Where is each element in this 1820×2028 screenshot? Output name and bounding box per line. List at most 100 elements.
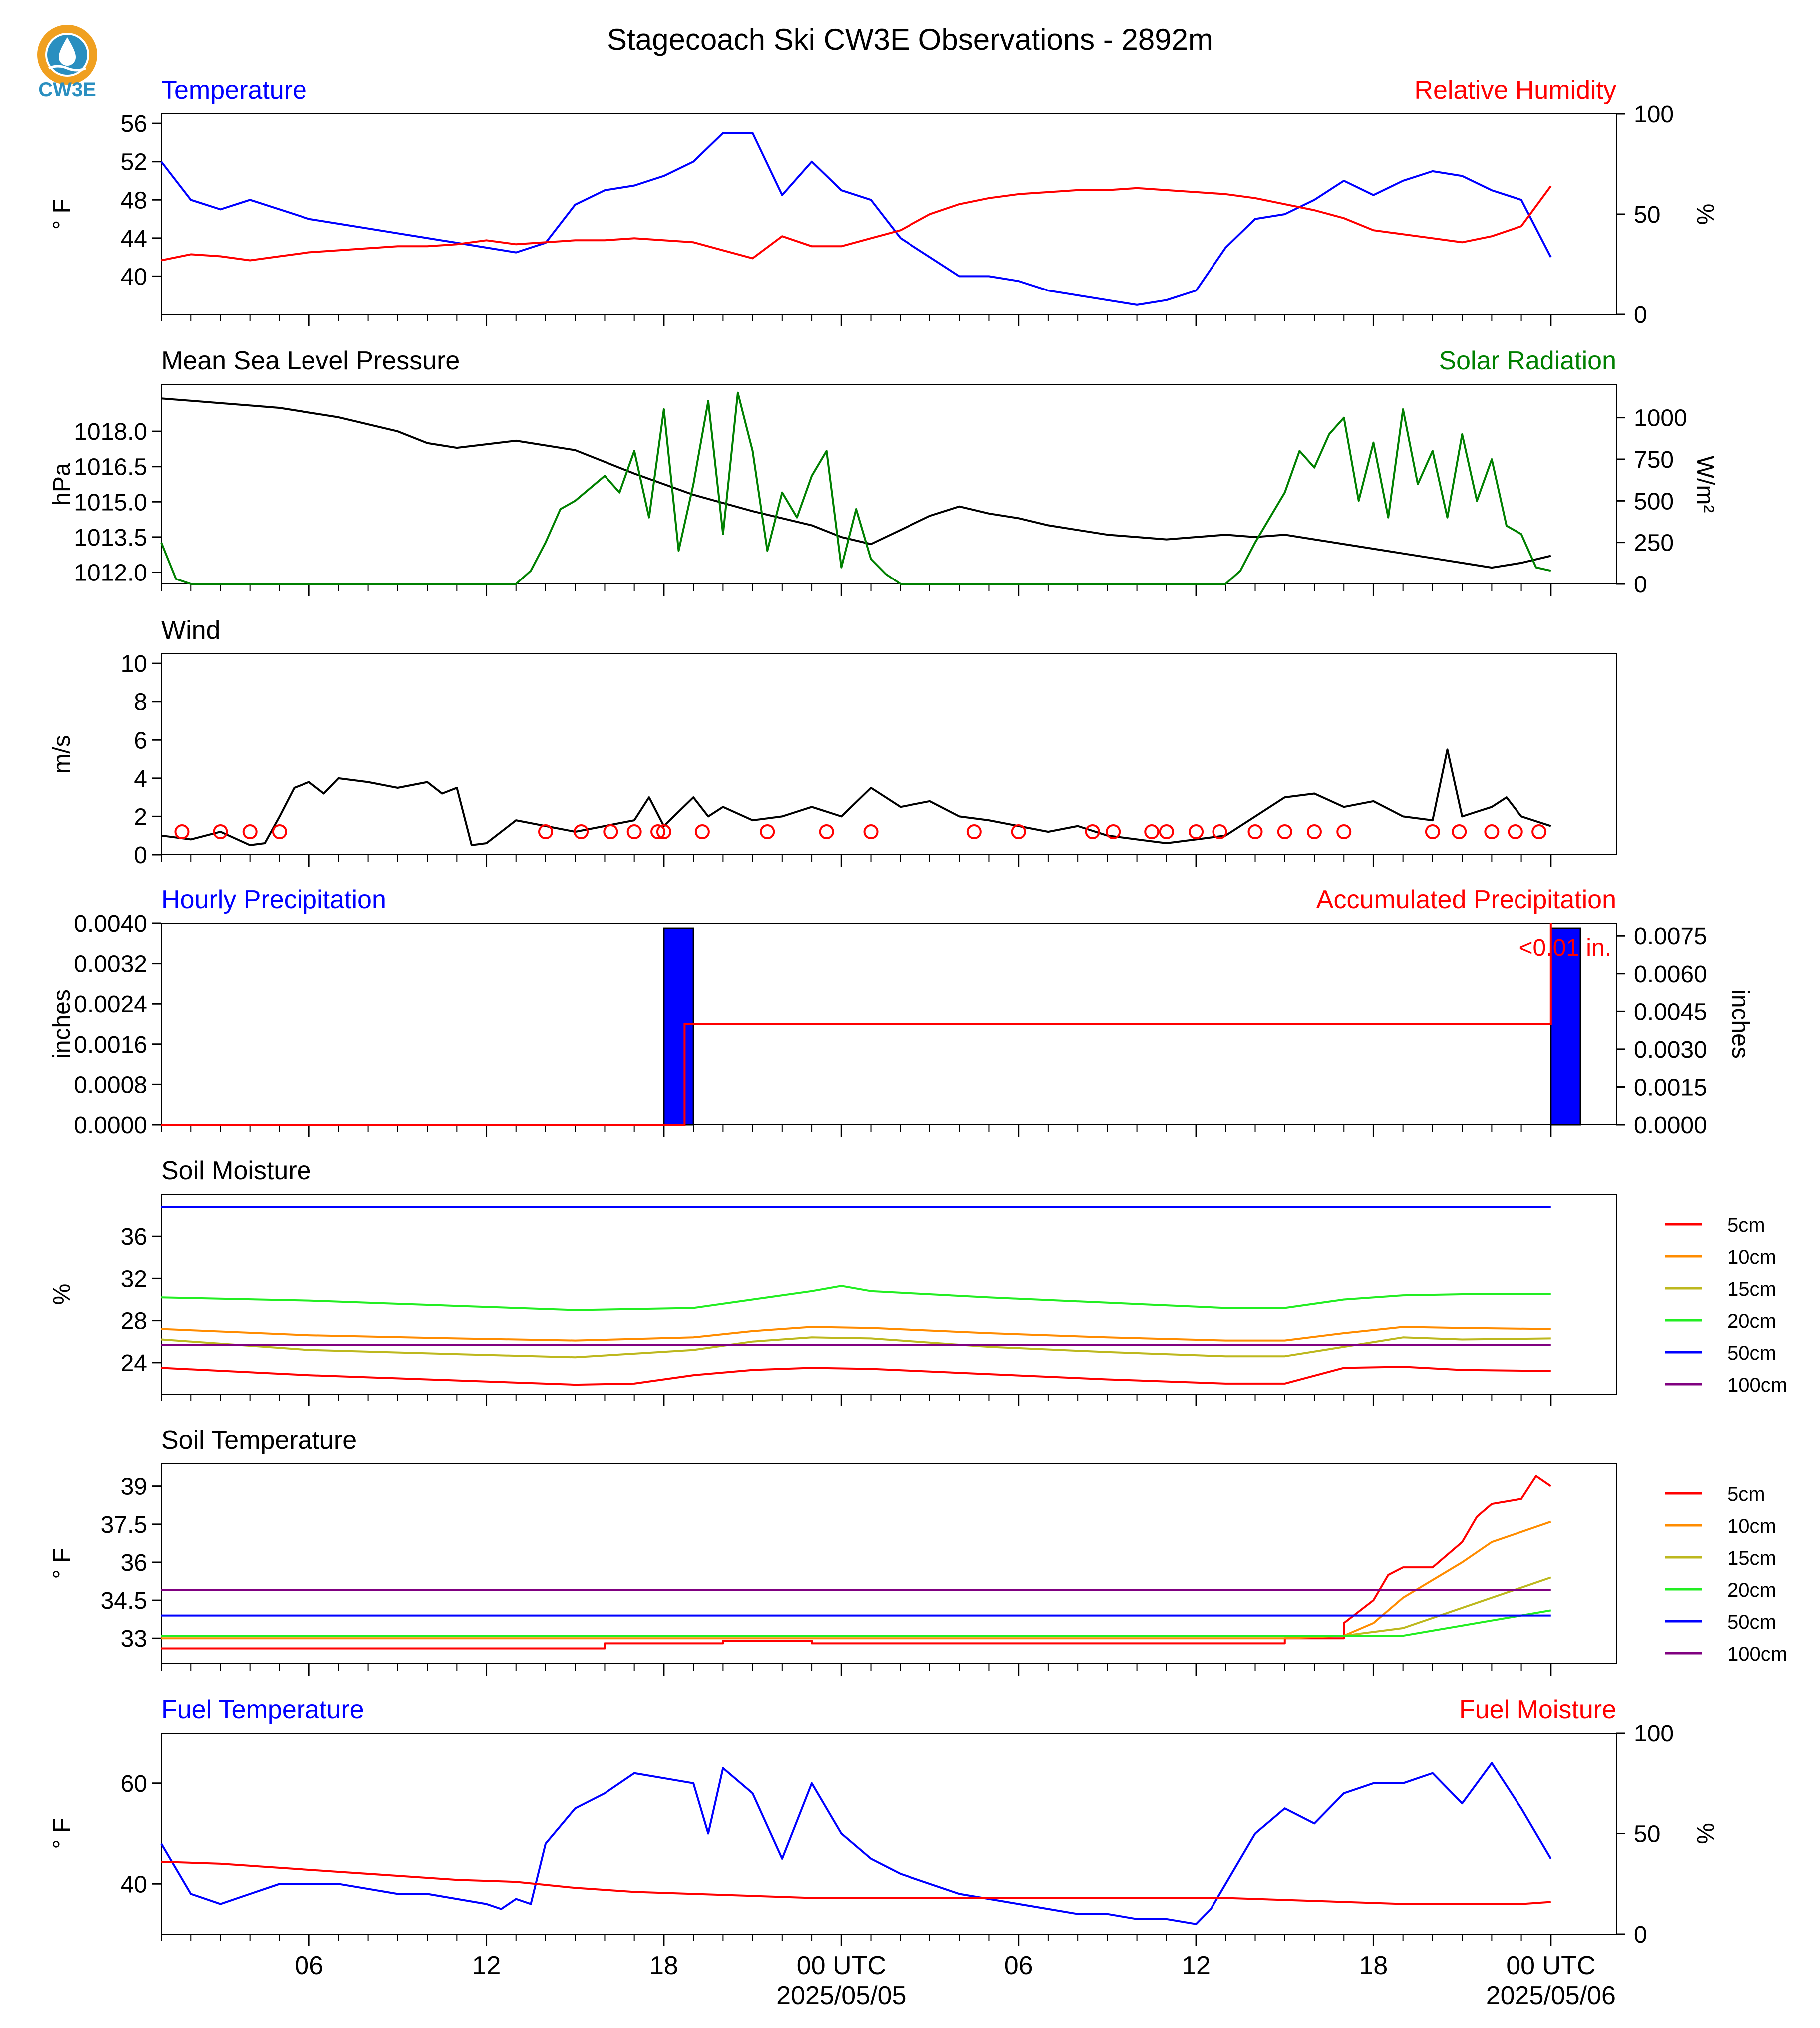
y2-axis-label: W/m² (1692, 456, 1718, 513)
y2-axis-label: % (1692, 1823, 1718, 1844)
y-axis-label: inches (49, 989, 75, 1059)
wind-calm-marker (174, 824, 190, 840)
y2-tick-label: 0.0075 (1634, 923, 1707, 950)
x-tick-label: 00 UTC (797, 1951, 886, 1980)
y2-tick-label: 0 (1634, 302, 1647, 328)
y-tick-label: 52 (121, 149, 147, 176)
wind-calm-marker (1212, 824, 1227, 840)
legend-label-20cm: 20cm (1727, 1579, 1776, 1601)
y-tick-label: 0.0008 (74, 1072, 147, 1098)
series-20cm (161, 1285, 1551, 1311)
panel-title-left: Temperature (161, 76, 307, 105)
legend-label-15cm: 15cm (1727, 1278, 1776, 1300)
y-tick-label: 0.0000 (74, 1112, 147, 1139)
y-tick-label: 56 (121, 111, 147, 137)
series-10cm (161, 1520, 1551, 1640)
panel-soil-temp (152, 1463, 1702, 1676)
wind-calm-marker (213, 824, 228, 840)
y-tick-label: 39 (121, 1474, 147, 1500)
x-tick-label: 18 (649, 1951, 678, 1980)
y-tick-label: 32 (121, 1266, 147, 1292)
x-date-label: 2025/05/06 (1486, 1981, 1616, 2010)
y2-axis-label: inches (1727, 989, 1753, 1059)
wind-calm-marker (242, 824, 258, 840)
y-tick-label: 1015.0 (74, 489, 147, 516)
wind-calm-marker (1336, 824, 1352, 840)
panel-soil-moisture (152, 1194, 1702, 1406)
y-tick-label: 37.5 (101, 1512, 147, 1538)
x-tick-label: 06 (1004, 1951, 1033, 1980)
x-tick-label: 12 (1182, 1951, 1211, 1980)
y-tick-label: 0.0016 (74, 1032, 147, 1058)
y-tick-label: 0.0032 (74, 951, 147, 978)
panel-frame (161, 113, 1617, 315)
legend-label-10cm: 10cm (1727, 1515, 1776, 1537)
wind-calm-marker (1306, 824, 1322, 840)
panel-title-right: Solar Radiation (1439, 346, 1616, 375)
wind-calm-marker (656, 824, 671, 840)
wind-calm-marker (1531, 824, 1547, 840)
panel-pressure-solar (152, 384, 1625, 596)
y-tick-label: 33 (121, 1626, 147, 1652)
series-solar-radiation (160, 391, 1551, 585)
y-tick-label: 44 (121, 226, 147, 252)
wind-calm-marker (1508, 824, 1523, 840)
wind-calm-marker (1011, 824, 1026, 840)
panel-title-left: Fuel Temperature (161, 1695, 364, 1724)
wind-calm-marker (1277, 824, 1292, 840)
legend-label-50cm: 50cm (1727, 1342, 1776, 1364)
wind-calm-marker (603, 824, 618, 840)
y-tick-label: 2 (134, 804, 147, 830)
series-5cm (161, 1475, 1551, 1650)
wind-calm-marker (650, 824, 666, 840)
series-fuel-temperature (160, 1762, 1552, 1925)
precip-bar (663, 927, 694, 1126)
y2-tick-label: 500 (1634, 488, 1674, 515)
y-tick-label: 40 (121, 1871, 147, 1898)
y-tick-label: 28 (121, 1308, 147, 1335)
y2-tick-label: 0 (1634, 572, 1647, 598)
y-tick-label: 36 (121, 1550, 147, 1576)
wind-calm-marker (760, 824, 775, 840)
wind-calm-marker (863, 824, 879, 840)
precip-annotation: <0.01 in. (1519, 935, 1611, 961)
wind-calm-marker (538, 824, 553, 840)
legend-label-100cm: 100cm (1727, 1374, 1787, 1396)
y2-tick-label: 0 (1634, 1922, 1647, 1948)
x-tick-label: 12 (472, 1951, 501, 1980)
series-relative-humidity (161, 185, 1552, 262)
series-5cm (161, 1366, 1551, 1386)
y-axis-label: % (49, 1284, 75, 1305)
panel-title-left: Soil Moisture (161, 1157, 311, 1185)
wind-calm-marker (1452, 824, 1467, 840)
panel-title-left: Soil Temperature (161, 1426, 357, 1454)
wind-calm-marker (1189, 824, 1204, 840)
cw3e-logo-text: CW3E (38, 79, 96, 101)
y2-tick-label: 750 (1634, 447, 1674, 473)
y2-tick-label: 100 (1634, 1721, 1674, 1747)
legend-label-50cm: 50cm (1727, 1611, 1776, 1633)
wind-calm-marker (574, 824, 589, 840)
panel-fuel (152, 1732, 1625, 1946)
y2-tick-label: 0.0015 (1634, 1074, 1707, 1101)
panel-title-left: Hourly Precipitation (161, 885, 386, 914)
panel-frame (161, 653, 1617, 855)
x-tick-label: 00 UTC (1506, 1951, 1595, 1980)
panel-precip (152, 922, 1625, 1137)
y2-tick-label: 0.0030 (1634, 1037, 1707, 1063)
x-tick-label: 06 (295, 1951, 323, 1980)
y-axis-label: hPa (49, 463, 75, 506)
precip-bar (1550, 927, 1581, 1126)
y-tick-label: 6 (134, 727, 147, 754)
wind-calm-marker (1484, 824, 1500, 840)
panel-frame (161, 1194, 1617, 1395)
y2-tick-label: 0.0000 (1634, 1112, 1707, 1139)
series-15cm (161, 1576, 1551, 1637)
series-temperature (160, 132, 1552, 306)
series-accumulated-precipitation (161, 923, 1552, 1126)
y-tick-label: 0.0024 (74, 991, 147, 1018)
wind-calm-marker (819, 824, 834, 840)
y2-tick-label: 0.0045 (1634, 999, 1707, 1025)
y-tick-label: 1018.0 (74, 419, 147, 445)
panel-frame (161, 1463, 1617, 1664)
